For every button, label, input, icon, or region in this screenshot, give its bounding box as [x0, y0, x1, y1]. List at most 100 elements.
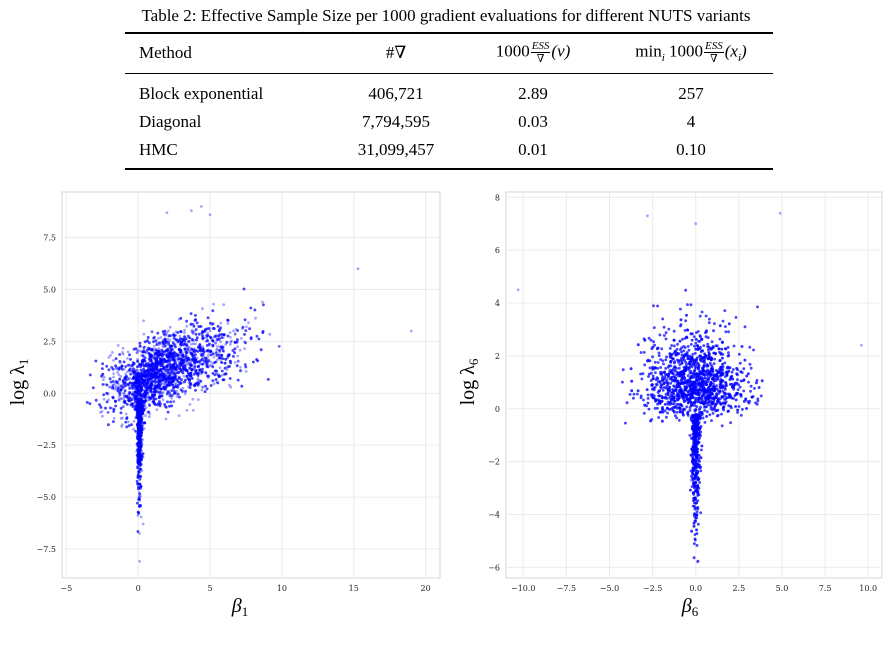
- data-point: [133, 407, 137, 411]
- data-point: [135, 372, 139, 376]
- data-point: [116, 386, 120, 390]
- data-point: [183, 342, 187, 346]
- data-point: [144, 385, 148, 389]
- data-point: [137, 406, 141, 410]
- data-point: [112, 420, 115, 423]
- data-point: [252, 360, 255, 364]
- data-point: [136, 441, 140, 445]
- data-point: [159, 336, 163, 339]
- data-point: [216, 358, 219, 362]
- data-point: [211, 339, 215, 343]
- data-point: [101, 414, 104, 418]
- data-point: [188, 350, 191, 354]
- data-point: [118, 378, 121, 382]
- data-point: [158, 369, 162, 373]
- data-point: [137, 433, 141, 437]
- data-point: [126, 393, 130, 397]
- data-point: [139, 411, 143, 415]
- data-point: [192, 366, 196, 370]
- data-point: [169, 344, 172, 348]
- data-point: [162, 352, 166, 356]
- data-point: [137, 428, 141, 432]
- data-point: [159, 362, 163, 365]
- data-point: [143, 403, 147, 407]
- data-point: [185, 319, 189, 323]
- data-point: [137, 449, 141, 452]
- data-point: [134, 383, 138, 386]
- data-point: [188, 386, 192, 389]
- table-row: HMC 31,099,457 0.01 0.10: [125, 136, 773, 169]
- data-point: [139, 416, 142, 420]
- data-point: [161, 364, 164, 368]
- data-point: [162, 367, 166, 371]
- data-point: [136, 411, 139, 415]
- data-point: [205, 349, 209, 353]
- data-point: [137, 412, 141, 416]
- data-point: [152, 365, 156, 369]
- data-point: [135, 351, 139, 354]
- data-point: [194, 342, 197, 346]
- data-point: [135, 377, 139, 381]
- data-point: [236, 359, 240, 363]
- data-point: [154, 363, 158, 367]
- data-point: [113, 382, 117, 385]
- data-point: [129, 397, 133, 400]
- data-point: [188, 336, 192, 340]
- data-point: [149, 396, 153, 400]
- data-point: [140, 399, 144, 402]
- data-point: [111, 396, 115, 400]
- data-point: [232, 329, 235, 333]
- data-point: [262, 303, 265, 307]
- data-point: [190, 364, 194, 368]
- data-point: [104, 383, 108, 386]
- data-point: [172, 400, 175, 403]
- data-point: [132, 394, 136, 398]
- data-point: [145, 374, 148, 378]
- data-point: [163, 377, 166, 380]
- data-point: [100, 410, 104, 413]
- data-point: [151, 394, 155, 398]
- data-point: [136, 435, 140, 439]
- data-point: [136, 399, 140, 403]
- data-point: [136, 365, 140, 368]
- data-point: [152, 336, 156, 340]
- data-point: [148, 388, 152, 391]
- data-point: [137, 427, 141, 431]
- data-point: [158, 375, 161, 379]
- data-point: [166, 378, 170, 381]
- data-point: [146, 388, 150, 392]
- data-point: [168, 364, 172, 368]
- data-point: [189, 360, 193, 364]
- data-point: [165, 331, 169, 335]
- data-point: [141, 452, 145, 455]
- data-point: [181, 390, 184, 393]
- data-point: [137, 373, 140, 377]
- data-point: [111, 407, 115, 410]
- data-point: [138, 406, 141, 409]
- data-point: [138, 494, 142, 498]
- data-point: [234, 327, 238, 331]
- data-point: [139, 415, 143, 418]
- data-point: [169, 358, 173, 362]
- data-point: [136, 360, 140, 364]
- data-point: [154, 360, 158, 364]
- data-point: [210, 364, 213, 368]
- data-point: [185, 350, 189, 353]
- data-point: [138, 399, 142, 402]
- data-point: [183, 335, 187, 338]
- data-point: [138, 404, 142, 407]
- data-point: [107, 423, 110, 427]
- data-point: [124, 381, 127, 384]
- data-point: [181, 381, 185, 384]
- data-point: [109, 380, 113, 384]
- data-point: [167, 376, 171, 380]
- data-point: [243, 333, 246, 336]
- data-point: [155, 408, 159, 411]
- data-point: [162, 350, 166, 353]
- data-point: [204, 340, 208, 343]
- data-point: [138, 384, 142, 388]
- data-point: [173, 343, 177, 346]
- data-point: [117, 398, 121, 402]
- data-point: [137, 510, 141, 514]
- data-point: [137, 386, 141, 389]
